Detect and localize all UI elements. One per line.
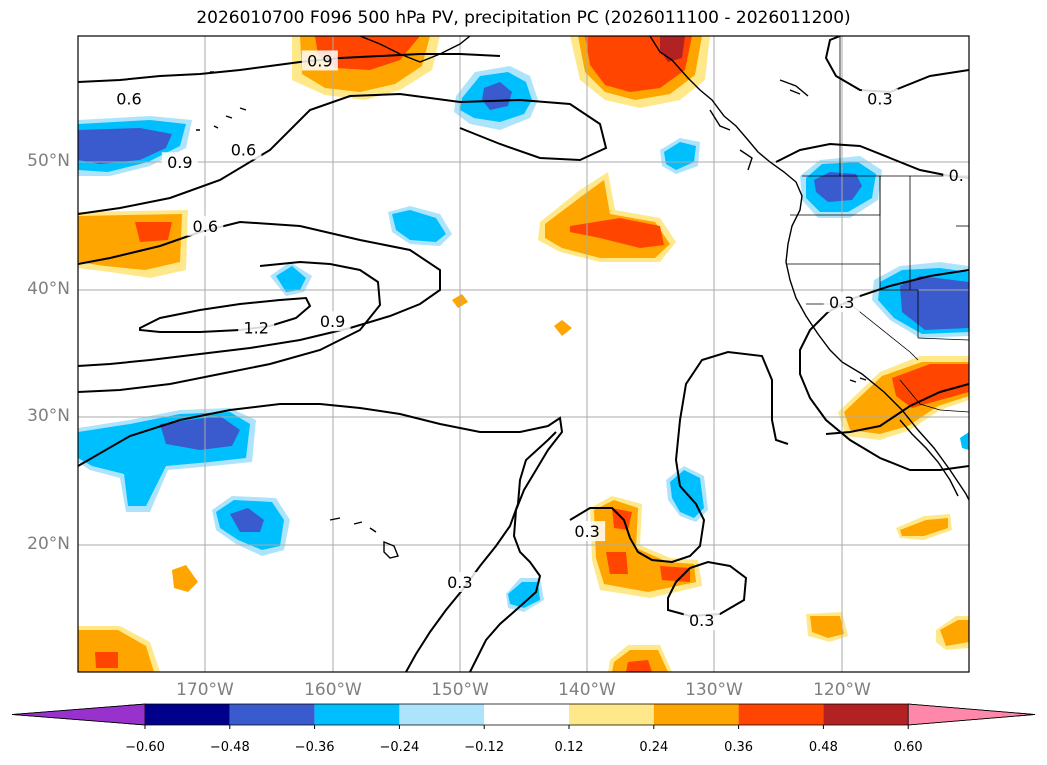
contour-label-bg <box>225 139 262 160</box>
lon-label-140w: 140°W <box>558 680 616 700</box>
colorbar-tick: 0.60 <box>893 740 923 755</box>
lat-lon-gridlines <box>78 36 969 672</box>
lon-label-170w: 170°W <box>176 680 234 700</box>
colorbar-extend-low <box>11 703 146 726</box>
contour-label: 0.6 <box>231 140 256 159</box>
map-canvas: 0.6 0.9 0.3 0.9 0.6 0.6 1.2 0.9 0.3 0.3 0.3 0.3 0. <box>78 36 969 672</box>
contour-label: 0.3 <box>867 90 892 109</box>
contour-label-bg <box>683 610 720 631</box>
lat-label-30n: 30°N <box>27 406 70 426</box>
colorbar-segment <box>823 704 909 725</box>
contour-label: 0.3 <box>574 522 599 541</box>
colorbar-tick: 0.48 <box>808 740 838 755</box>
contour-label-bg <box>314 311 351 332</box>
colorbar-tick: −0.24 <box>379 740 420 755</box>
contour-label-bg <box>110 88 147 109</box>
contour-label-bg <box>823 292 860 313</box>
colorbar-segment <box>653 704 739 725</box>
contour-label-bg <box>187 215 224 236</box>
positive-precip-anomalies <box>78 36 969 672</box>
contour-label: 0. <box>949 166 964 185</box>
colorbar-segment <box>399 704 485 725</box>
contour-label: 0.6 <box>193 217 218 236</box>
colorbar-tick: 0.36 <box>724 740 754 755</box>
colorbar-tick: −0.12 <box>464 740 505 755</box>
contour-label: 0.9 <box>320 312 345 331</box>
contour-label: 0.9 <box>307 51 332 70</box>
lon-label-130w: 130°W <box>685 680 743 700</box>
colorbar-segment <box>145 704 230 725</box>
contour-label: 0.3 <box>689 611 714 630</box>
contour-label: 0.6 <box>116 90 141 109</box>
colorbar <box>11 703 1036 729</box>
contour-label-bg <box>301 50 338 71</box>
lon-label-150w: 150°W <box>431 680 489 700</box>
contour-label-bg <box>441 571 478 592</box>
colorbar-tick: 0.24 <box>639 740 669 755</box>
contour-label: 0.3 <box>447 573 472 592</box>
contour-label: 0.9 <box>167 153 192 172</box>
lon-label-120w: 120°W <box>813 680 871 700</box>
contour-label-bg <box>943 164 969 185</box>
lat-label-40n: 40°N <box>27 279 70 299</box>
contour-label-bg <box>161 152 198 173</box>
colorbar-segment <box>484 704 569 725</box>
lon-label-160w: 160°W <box>304 680 362 700</box>
plot-title: 2026010700 F096 500 hPa PV, precipitatio… <box>196 8 851 28</box>
colorbar-segment <box>738 704 824 725</box>
contour-label: 1.2 <box>243 319 268 338</box>
pv-contour-labels: 0.6 0.9 0.3 0.9 0.6 0.6 1.2 0.9 0.3 0.3 0.3 0.3 0. <box>110 50 969 631</box>
lat-label-20n: 20°N <box>27 534 70 554</box>
contour-label-bg <box>861 88 898 109</box>
map-frame <box>77 35 970 673</box>
colorbar-extend-high <box>907 703 1036 726</box>
lat-label-50n: 50°N <box>27 151 70 171</box>
negative-precip-anomalies <box>78 66 969 612</box>
colorbar-segment <box>569 704 654 725</box>
colorbar-tick: −0.36 <box>294 740 335 755</box>
coastlines <box>196 36 969 559</box>
colorbar-segment <box>314 704 400 725</box>
colorbar-tick: −0.60 <box>125 740 165 755</box>
contour-label-bg <box>238 317 275 338</box>
colorbar-tick: −0.48 <box>209 740 250 755</box>
colorbar-segment <box>229 704 315 725</box>
colorbar-tick: 0.12 <box>554 740 584 755</box>
contour-label-bg <box>569 521 606 542</box>
contour-label: 0.3 <box>829 293 854 312</box>
